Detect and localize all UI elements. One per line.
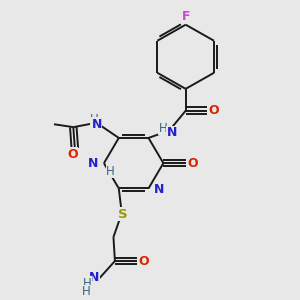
Text: N: N xyxy=(88,157,99,170)
Text: N: N xyxy=(92,118,102,131)
Text: O: O xyxy=(187,157,197,170)
Text: O: O xyxy=(138,254,149,268)
Text: N: N xyxy=(167,126,178,140)
Text: N: N xyxy=(89,272,100,284)
Text: H: H xyxy=(82,277,91,290)
Text: N: N xyxy=(154,183,164,196)
Text: S: S xyxy=(118,208,128,220)
Text: H: H xyxy=(90,113,99,126)
Text: H: H xyxy=(106,165,115,178)
Text: F: F xyxy=(182,10,190,23)
Text: H: H xyxy=(82,285,91,298)
Text: O: O xyxy=(208,104,219,117)
Text: H: H xyxy=(159,122,168,135)
Text: O: O xyxy=(67,148,78,161)
